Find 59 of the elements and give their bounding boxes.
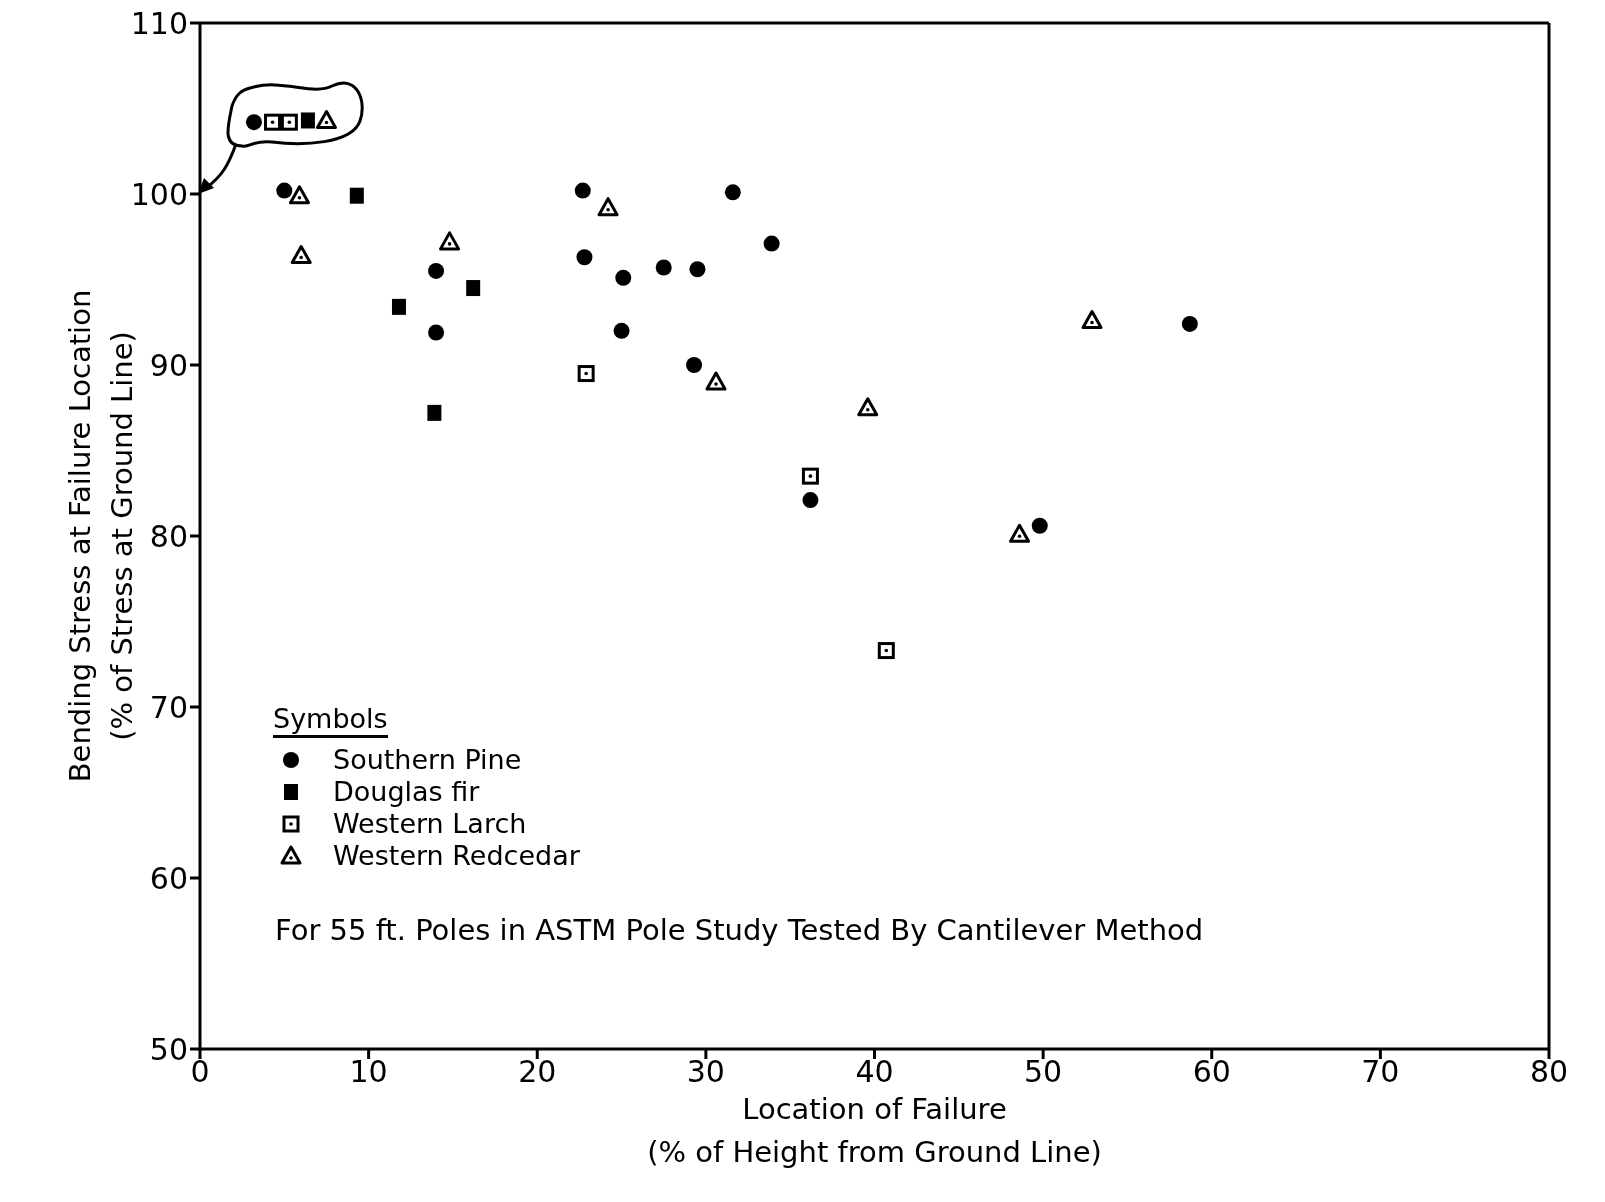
point [391, 298, 406, 315]
point [315, 109, 337, 129]
point [349, 187, 364, 204]
point [689, 261, 706, 278]
point [655, 259, 672, 276]
x-tick-label: 40 [855, 1054, 894, 1090]
legend-label: Western Larch [333, 808, 527, 840]
y-tick-label: 80 [149, 518, 188, 554]
x-tick-label: 10 [349, 1054, 388, 1090]
point [1181, 315, 1198, 332]
point [801, 467, 819, 485]
legend-title: Symbols [273, 703, 388, 738]
point [466, 280, 481, 297]
point [763, 235, 780, 252]
point [428, 262, 445, 279]
legend-label: Southern Pine [333, 744, 522, 776]
point [427, 404, 442, 421]
point [1081, 310, 1103, 330]
x-tick-label: 0 [190, 1054, 210, 1090]
point [613, 322, 630, 339]
x-tick-label: 80 [1529, 1054, 1569, 1090]
point [597, 197, 619, 217]
y-tick-label: 110 [130, 5, 188, 41]
point [857, 397, 879, 417]
x-tick-label: 50 [1024, 1054, 1063, 1090]
y-tick-label: 60 [149, 860, 188, 896]
x-tick-label: 20 [518, 1054, 557, 1090]
point [574, 182, 591, 199]
annotation: For 55 ft. Poles in ASTM Pole Study Tested By Cantilever Method [275, 913, 1204, 947]
x-tick-label: 70 [1361, 1054, 1400, 1090]
y-axis-title: Bending Stress at Failure Location (% of Stress at Ground Line) [63, 289, 139, 783]
point [245, 114, 262, 131]
legend-label: Douglas fir [333, 776, 480, 808]
point [877, 642, 895, 660]
point [802, 492, 819, 509]
point [290, 245, 312, 265]
point [615, 269, 632, 286]
point [724, 184, 741, 201]
point [577, 365, 595, 383]
point [705, 371, 727, 391]
point [276, 182, 293, 199]
point [288, 185, 310, 205]
legend-label: Western Redcedar [333, 840, 580, 872]
point [300, 112, 315, 129]
point [1031, 517, 1048, 534]
point [264, 113, 282, 131]
y-tick-label: 90 [149, 347, 188, 383]
point [439, 231, 461, 251]
y-tick-label: 70 [149, 689, 188, 725]
y-tick-label: 100 [130, 176, 188, 212]
point [686, 357, 703, 373]
x-tick-label: 30 [686, 1054, 725, 1090]
point [576, 249, 593, 266]
x-axis-title: Location of Failure (% of Height from Ground Line) [647, 1092, 1102, 1169]
x-tick-label: 60 [1192, 1054, 1231, 1090]
point [280, 113, 298, 131]
y-tick-label: 50 [149, 1031, 188, 1067]
point [428, 324, 445, 341]
point [1009, 523, 1031, 543]
